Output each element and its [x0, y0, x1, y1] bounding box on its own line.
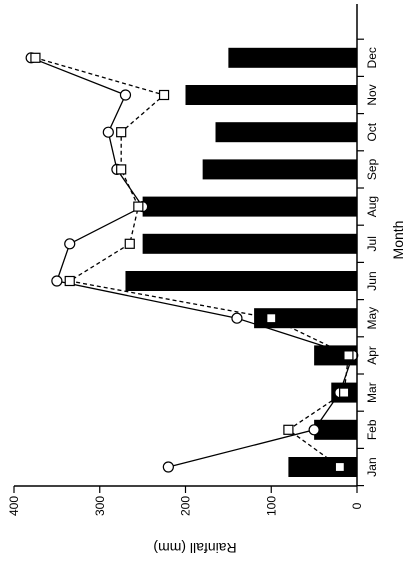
- bar-jan: [288, 457, 357, 477]
- bar-aug: [142, 196, 357, 217]
- rainfall-tick-label: 300: [93, 496, 107, 516]
- bar-nov: [185, 85, 357, 105]
- square-marker-aug: [133, 201, 144, 212]
- bar-jul: [142, 233, 357, 254]
- square-marker-dec: [30, 52, 41, 63]
- square-marker-jul: [124, 238, 135, 249]
- rainfall-tick-label: 0: [350, 502, 364, 509]
- bar-jun: [125, 271, 357, 291]
- bar-feb: [314, 419, 357, 440]
- month-tick-label: Oct: [365, 122, 379, 141]
- circle-marker-feb: [308, 424, 320, 436]
- dashed-series-line: [35, 57, 350, 468]
- bar-sep: [202, 159, 357, 180]
- square-marker-jan: [334, 461, 345, 473]
- month-tick-label: Feb: [365, 419, 379, 440]
- square-marker-feb: [283, 424, 294, 435]
- bar-dec: [228, 47, 357, 68]
- month-tick-label: Mar: [365, 382, 379, 403]
- square-marker-jun: [64, 275, 75, 287]
- square-marker-oct: [116, 127, 127, 138]
- month-axis-title: Month: [390, 221, 406, 260]
- rainfall-tick-label: 100: [264, 496, 278, 516]
- month-tick-label: Jun: [365, 271, 379, 290]
- rainfall-axis-title: Rainfall (mm): [153, 540, 236, 556]
- circle-marker-jan: [162, 461, 174, 473]
- circle-marker-jun: [51, 275, 63, 287]
- month-tick-label: Sep: [365, 158, 379, 180]
- line-series: [25, 52, 359, 473]
- month-tick-label: Jan: [365, 457, 379, 476]
- square-marker-apr: [343, 350, 354, 361]
- rainfall-tick-label: 200: [179, 496, 193, 516]
- circle-marker-nov: [119, 89, 132, 101]
- circle-marker-may: [231, 312, 243, 324]
- month-tick-label: Aug: [365, 196, 379, 217]
- circle-marker-jul: [64, 238, 76, 250]
- month-tick-label: Nov: [365, 84, 379, 105]
- month-tick-label: May: [365, 307, 379, 330]
- bar-may: [254, 308, 357, 329]
- bar-oct: [215, 122, 357, 143]
- bar-series: [125, 47, 357, 477]
- month-tick-label: Jul: [365, 236, 379, 251]
- square-marker-mar: [339, 387, 350, 398]
- tick-labels: Jan Feb Mar Apr May Jun Jul Aug Sep Oct Nov Dec 0 100…: [7, 47, 379, 516]
- solid-series-line: [30, 57, 354, 468]
- month-tick-label: Apr: [365, 346, 379, 365]
- rainfall-tick-label: 400: [7, 496, 21, 516]
- square-marker-sep: [116, 164, 127, 175]
- tick-marks: [13, 38, 364, 493]
- square-marker-nov: [158, 89, 170, 101]
- circle-marker-oct: [102, 126, 114, 138]
- month-tick-label: Dec: [365, 47, 379, 68]
- square-marker-may: [266, 313, 277, 324]
